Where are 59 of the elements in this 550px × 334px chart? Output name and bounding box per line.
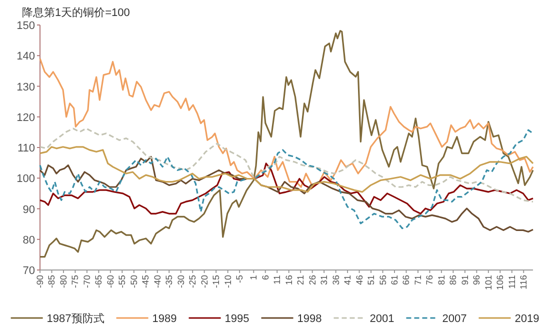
x-tick-label: 76 xyxy=(424,275,435,286)
x-tick-label: -85 xyxy=(46,275,57,288)
y-tick-label: 80 xyxy=(22,234,35,246)
x-tick-label: 36 xyxy=(330,275,341,286)
x-tick-label: 46 xyxy=(354,275,364,286)
x-tick-label: 71 xyxy=(412,275,423,286)
legend-label: 1987预防式 xyxy=(46,312,104,325)
title: 降息第1天的铜价=100 xyxy=(22,7,130,19)
x-tick-label: -45 xyxy=(140,275,151,288)
x-tick-label: 16 xyxy=(284,275,294,286)
x-tick-label: -80 xyxy=(58,275,68,288)
x-tick-label: -65 xyxy=(94,275,104,288)
x-tick-label: 106 xyxy=(495,275,506,290)
x-tick-label: 6 xyxy=(260,275,270,280)
y-tick-label: 150 xyxy=(16,20,35,32)
x-tick-label: 111 xyxy=(506,275,517,289)
x-tick-label: 11 xyxy=(272,275,282,284)
x-tick-label: -40 xyxy=(152,275,162,288)
x-tick-label: 116 xyxy=(518,275,529,290)
x-tick-label: 101 xyxy=(483,275,494,290)
y-tick-label: 100 xyxy=(16,173,35,186)
x-tick-label: 96 xyxy=(472,275,482,286)
x-tick-label: -50 xyxy=(128,275,139,288)
legend-label: 1998 xyxy=(297,313,322,325)
x-tick-label: -25 xyxy=(188,275,198,288)
x-tick-label: 21 xyxy=(296,275,306,286)
legend-label: 2019 xyxy=(514,313,540,325)
x-tick-label: -30 xyxy=(176,275,186,288)
x-tick-label: -15 xyxy=(211,275,222,288)
legend-label: 2007 xyxy=(442,313,467,325)
y-tick-label: 70 xyxy=(22,265,35,277)
y-tick-label: 130 xyxy=(16,81,35,94)
x-tick-label: -70 xyxy=(82,275,92,288)
x-tick-label: 51 xyxy=(366,275,376,286)
x-tick-label: 26 xyxy=(307,275,318,286)
legend-label: 1995 xyxy=(224,313,250,325)
x-tick-label: 41 xyxy=(342,275,353,286)
x-tick-label: -10 xyxy=(222,275,233,288)
x-tick-label: 61 xyxy=(389,275,400,286)
y-tick-label: 120 xyxy=(16,112,35,124)
x-tick-label: -90 xyxy=(35,275,45,288)
x-tick-label: 66 xyxy=(401,275,412,286)
x-tick-label: -75 xyxy=(70,275,80,288)
x-tick-label: -35 xyxy=(164,275,174,288)
x-tick-label: 86 xyxy=(448,275,458,286)
x-tick-label: -55 xyxy=(117,275,128,288)
x-tick-label: 56 xyxy=(378,275,388,286)
x-tick-label: -20 xyxy=(199,275,210,288)
x-tick-label: 31 xyxy=(319,275,330,286)
legend-label: 2001 xyxy=(370,313,394,325)
x-tick-label: -60 xyxy=(105,275,116,288)
x-tick-label: 81 xyxy=(436,275,446,286)
x-tick-label: 1 xyxy=(248,275,259,280)
y-tick-label: 140 xyxy=(16,50,35,63)
x-tick-label: 91 xyxy=(460,275,470,286)
y-tick-label: 90 xyxy=(22,204,35,216)
x-tick-label: -5 xyxy=(234,275,245,284)
y-tick-label: 110 xyxy=(17,142,35,154)
legend-label: 1989 xyxy=(152,313,177,325)
